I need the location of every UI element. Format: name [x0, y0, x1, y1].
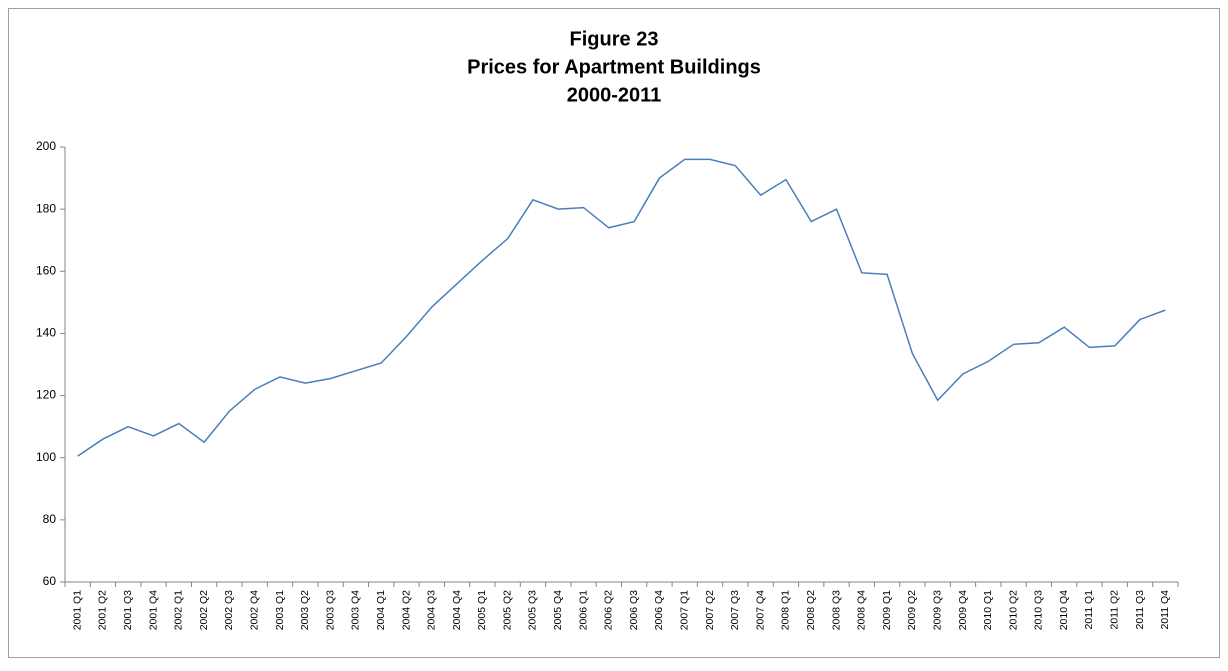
x-tick-label: 2006 Q3: [628, 590, 640, 630]
x-tick-label: 2004 Q2: [400, 590, 412, 630]
x-tick-label: 2010 Q4: [1058, 590, 1070, 630]
x-tick-label: 2011 Q1: [1083, 590, 1095, 630]
x-tick-label: 2003 Q3: [324, 590, 336, 630]
x-tick-label: 2001 Q2: [97, 590, 109, 630]
x-tick-label: 2004 Q4: [451, 590, 463, 630]
y-tick-label: 180: [36, 201, 56, 215]
x-tick-label: 2008 Q2: [805, 590, 817, 630]
x-tick-label: 2009 Q3: [931, 590, 943, 630]
y-tick-label: 120: [36, 388, 56, 402]
x-tick-label: 2004 Q3: [426, 590, 438, 630]
x-tick-label: 2008 Q4: [856, 590, 868, 630]
x-tick-label: 2005 Q1: [476, 590, 488, 630]
y-tick-label: 60: [43, 574, 57, 588]
x-tick-label: 2006 Q2: [603, 590, 615, 630]
y-tick-label: 80: [43, 512, 57, 526]
x-tick-label: 2004 Q1: [375, 590, 387, 630]
chart-title: Figure 23: [570, 28, 659, 50]
x-tick-label: 2007 Q3: [729, 590, 741, 630]
x-tick-label: 2011 Q3: [1134, 590, 1146, 630]
x-tick-label: 2003 Q4: [350, 590, 362, 630]
x-tick-label: 2010 Q1: [982, 590, 994, 630]
x-tick-label: 2005 Q2: [501, 590, 513, 630]
x-tick-label: 2001 Q4: [147, 590, 159, 630]
x-tick-label: 2007 Q2: [704, 590, 716, 630]
x-tick-label: 2009 Q4: [957, 590, 969, 630]
x-tick-label: 2010 Q2: [1007, 590, 1019, 630]
x-tick-label: 2011 Q4: [1159, 590, 1171, 630]
x-tick-label: 2007 Q1: [679, 590, 691, 630]
x-tick-label: 2002 Q4: [248, 590, 260, 630]
x-tick-label: 2001 Q1: [71, 590, 83, 630]
chart-border: [8, 8, 1220, 658]
x-tick-label: 2002 Q2: [198, 590, 210, 630]
x-tick-label: 2002 Q1: [173, 590, 185, 630]
x-tick-label: 2005 Q3: [527, 590, 539, 630]
x-tick-label: 2008 Q3: [830, 590, 842, 630]
x-tick-label: 2007 Q4: [754, 590, 766, 630]
x-tick-label: 2010 Q3: [1033, 590, 1045, 630]
y-tick-label: 140: [36, 326, 56, 340]
y-tick-label: 100: [36, 450, 56, 464]
x-tick-label: 2003 Q2: [299, 590, 311, 630]
x-tick-label: 2006 Q4: [653, 590, 665, 630]
chart-title: 2000-2011: [567, 84, 662, 106]
y-tick-label: 160: [36, 263, 56, 277]
x-tick-label: 2001 Q3: [122, 590, 134, 630]
x-tick-label: 2009 Q1: [881, 590, 893, 630]
x-tick-label: 2005 Q4: [552, 590, 564, 630]
x-tick-label: 2006 Q1: [577, 590, 589, 630]
x-tick-label: 2008 Q1: [780, 590, 792, 630]
x-tick-label: 2003 Q1: [274, 590, 286, 630]
chart-title: Prices for Apartment Buildings: [467, 56, 761, 78]
x-tick-label: 2002 Q3: [223, 590, 235, 630]
x-tick-label: 2011 Q2: [1109, 590, 1121, 630]
line-series: [77, 158, 1166, 457]
y-tick-label: 200: [36, 139, 56, 153]
x-tick-label: 2009 Q2: [906, 590, 918, 630]
